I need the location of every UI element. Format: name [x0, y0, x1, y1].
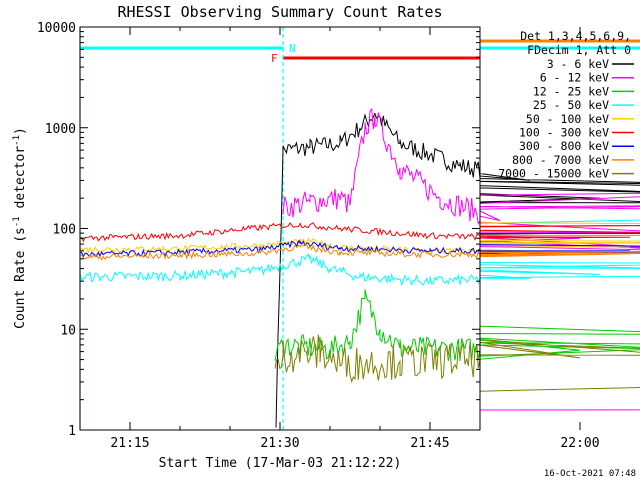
x-tick-label: 21:30 — [260, 436, 299, 451]
y-axis-label: Count Rate (s-1 detector-1) — [12, 127, 28, 329]
timestamp: 16-Oct-2021 07:48 — [544, 469, 636, 479]
y-tick-label: 1 — [68, 424, 76, 439]
x-tick-label: 21:15 — [110, 436, 149, 451]
legend: Det 1,3,4,5,6,9, FDecim 1, Att 0 3 - 6 k… — [498, 29, 634, 181]
chart-title: RHESSI Observing Summary Count Rates — [117, 3, 442, 21]
legend-entry: 50 - 100 keV — [526, 112, 609, 126]
y-tick-label: 1000 — [45, 122, 76, 137]
legend-entry: 6 - 12 keV — [540, 71, 609, 85]
y-tick-label: 10000 — [37, 21, 76, 36]
y-tick-label: 10 — [60, 323, 76, 338]
y-axis-label-sup1: -1 — [12, 216, 22, 227]
x-tick-label: 22:00 — [560, 436, 599, 451]
x-tick-label: 21:45 — [410, 436, 449, 451]
y-axis: 1 10 100 1000 10000 — [37, 21, 480, 439]
legend-header-line2: FDecim 1, Att 0 — [527, 43, 631, 57]
legend-header-line1: Det 1,3,4,5,6,9, — [520, 29, 631, 43]
legend-entry: 7000 - 15000 keV — [498, 167, 609, 181]
flag-bars: NFS — [80, 39, 640, 65]
legend-entry: 25 - 50 keV — [533, 98, 609, 112]
flag-label-f: F — [271, 52, 278, 65]
legend-entry: 12 - 25 keV — [533, 84, 609, 98]
y-tick-label: 100 — [53, 223, 76, 238]
legend-entry: 3 - 6 keV — [547, 57, 609, 71]
legend-entry: 100 - 300 keV — [519, 126, 609, 140]
legend-entry: 300 - 800 keV — [519, 139, 609, 153]
legend-entry: 800 - 7000 keV — [512, 153, 609, 167]
y-axis-label-end: ) — [13, 127, 28, 135]
y-axis-label-main: Count Rate (s — [13, 227, 28, 329]
y-axis-label-sup2: -1 — [12, 135, 22, 146]
x-axis-label: Start Time (17-Mar-03 21:12:22) — [159, 456, 402, 471]
flag-label-n: N — [289, 42, 296, 55]
y-axis-label-mid: detector — [13, 146, 28, 217]
